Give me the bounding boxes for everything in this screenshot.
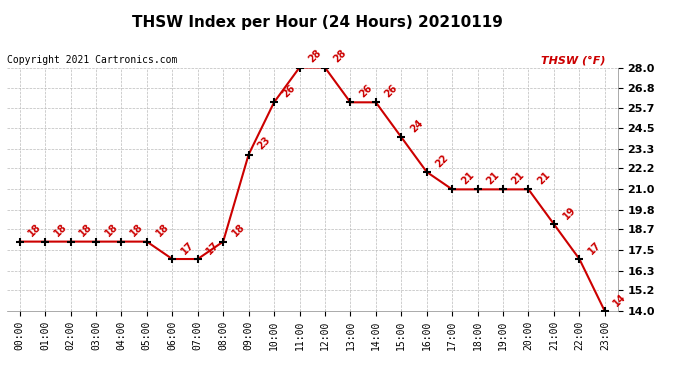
Text: 18: 18 [103, 222, 119, 239]
Text: 21: 21 [535, 170, 552, 187]
Text: 26: 26 [383, 83, 400, 99]
Text: 19: 19 [561, 205, 578, 221]
Text: 21: 21 [484, 170, 501, 187]
Text: 24: 24 [408, 118, 425, 134]
Text: 18: 18 [128, 222, 145, 239]
Text: 17: 17 [205, 240, 221, 256]
Text: 28: 28 [306, 48, 323, 65]
Text: 17: 17 [179, 240, 196, 256]
Text: 23: 23 [255, 135, 272, 152]
Text: 18: 18 [27, 222, 43, 239]
Text: 18: 18 [230, 222, 247, 239]
Text: 18: 18 [154, 222, 170, 239]
Text: 18: 18 [77, 222, 94, 239]
Text: 14: 14 [612, 292, 629, 309]
Text: THSW Index per Hour (24 Hours) 20210119: THSW Index per Hour (24 Hours) 20210119 [132, 15, 503, 30]
Text: THSW (°F): THSW (°F) [541, 55, 605, 65]
Text: 21: 21 [459, 170, 475, 187]
Text: 18: 18 [52, 222, 69, 239]
Text: 28: 28 [332, 48, 348, 65]
Text: 22: 22 [434, 153, 451, 169]
Text: 26: 26 [281, 83, 297, 99]
Text: 21: 21 [510, 170, 526, 187]
Text: Copyright 2021 Cartronics.com: Copyright 2021 Cartronics.com [7, 55, 177, 65]
Text: 26: 26 [357, 83, 374, 99]
Text: 17: 17 [586, 240, 603, 256]
